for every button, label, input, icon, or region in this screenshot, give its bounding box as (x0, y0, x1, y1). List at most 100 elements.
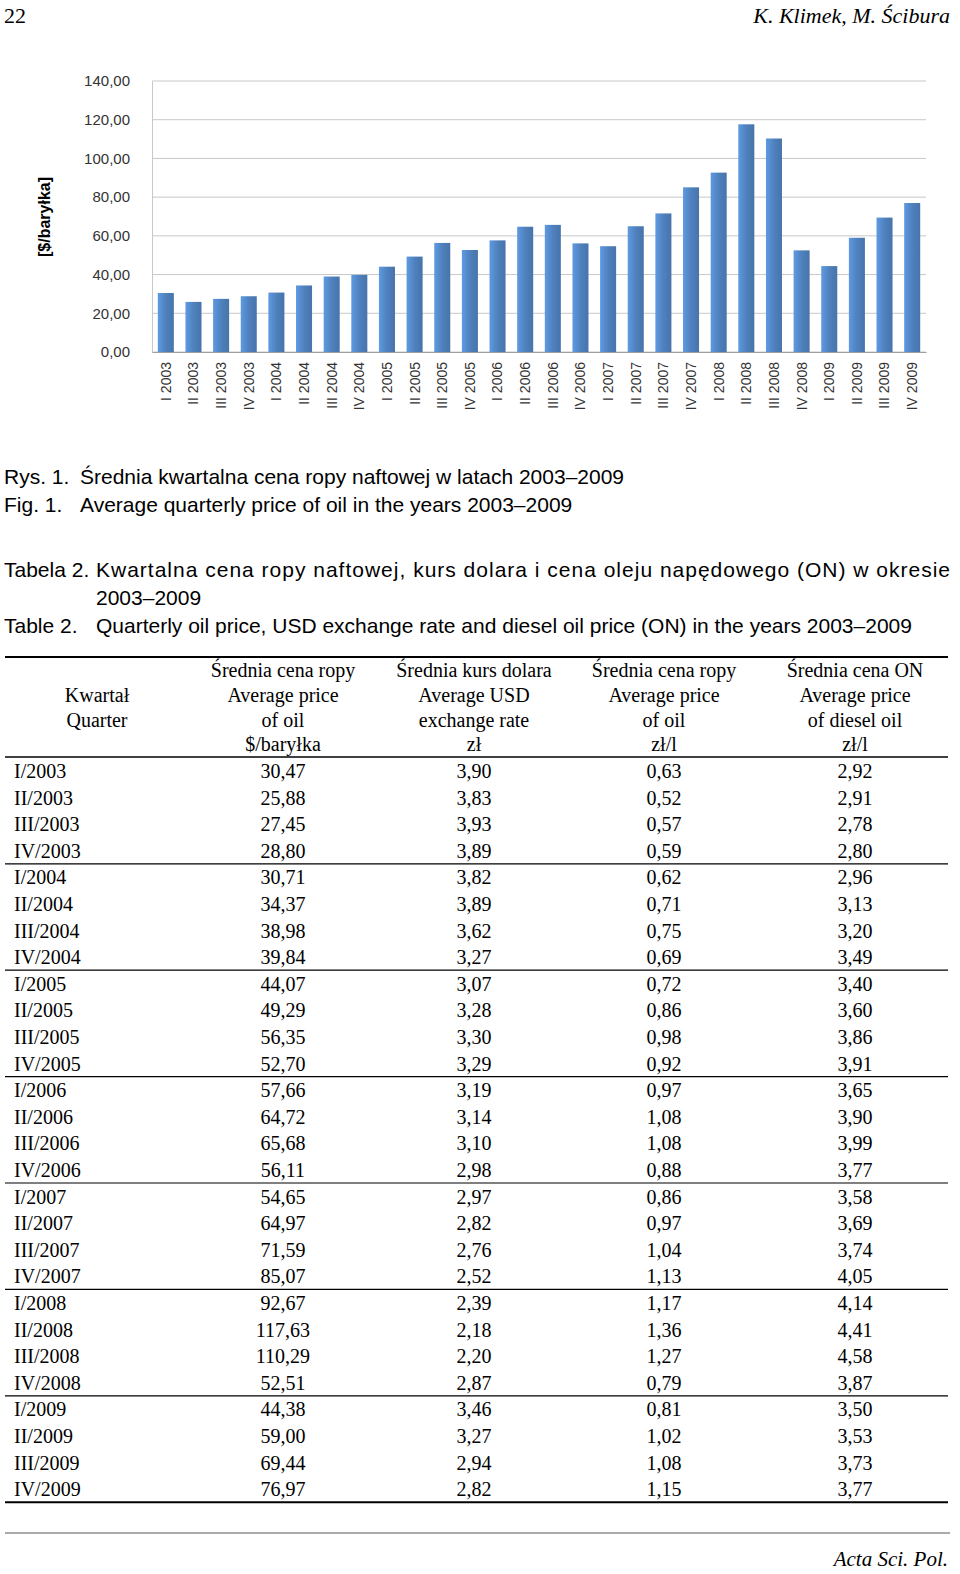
table-cell: 0,88 (647, 1159, 682, 1181)
table-cell: 110,29 (256, 1345, 310, 1367)
authors: K. Klimek, M. Ścibura (752, 3, 950, 28)
caption-text: Średnia kwartalna cena ropy naftowej w l… (80, 465, 624, 488)
x-tick-label: III 2009 (876, 362, 892, 409)
y-axis: 0,0020,0040,0060,0080,00100,00120,00140,… (84, 72, 152, 360)
table-cell: 3,07 (457, 973, 492, 995)
x-tick: II 2005 (407, 352, 423, 405)
y-tick: 0,00 (101, 343, 152, 360)
table-header: of diesel oil (808, 709, 903, 731)
table-cell: 2,96 (838, 866, 873, 888)
table-cell: 38,98 (261, 920, 306, 942)
table-cell: 3,87 (838, 1372, 873, 1394)
table-cell: 44,38 (261, 1398, 306, 1420)
table-cell: 1,08 (647, 1452, 682, 1474)
bar (434, 243, 450, 352)
caption-label: Rys. 1. (4, 465, 69, 488)
table-cell: 4,14 (838, 1292, 873, 1314)
table-cell: 3,62 (457, 920, 492, 942)
table-cell: 2,87 (457, 1372, 492, 1394)
table-header: Średnia cena ropy (211, 658, 355, 682)
x-tick-label: I 2007 (600, 362, 616, 401)
table-cell: 3,77 (838, 1159, 873, 1181)
table-cell: 65,68 (261, 1132, 306, 1154)
x-tick: III 2004 (324, 352, 340, 409)
table-cell: 1,08 (647, 1106, 682, 1128)
y-tick-label: 0,00 (101, 343, 130, 360)
table-cell: 3,19 (457, 1079, 492, 1101)
x-tick-label: IV 2008 (794, 362, 810, 410)
table-cell: 3,65 (838, 1079, 873, 1101)
table-cell: 3,46 (457, 1398, 492, 1420)
table-cell: 0,97 (647, 1079, 682, 1101)
table-caption-label: Tabela 2. (4, 558, 89, 581)
x-tick: II 2004 (296, 352, 312, 405)
x-tick: II 2003 (185, 352, 201, 405)
table-row-label: III/2008 (14, 1345, 80, 1367)
x-tick-label: II 2005 (407, 362, 423, 405)
table-cell: 0,57 (647, 813, 682, 835)
x-tick: I 2008 (711, 352, 727, 401)
bar (407, 257, 423, 352)
bar (849, 238, 865, 352)
bar (683, 187, 699, 352)
bar (766, 139, 782, 352)
table-cell: 34,37 (261, 893, 306, 915)
table-cell: 2,92 (838, 760, 873, 782)
bar (821, 266, 837, 352)
table-cell: 2,91 (838, 787, 873, 809)
bar (572, 243, 588, 352)
bar (655, 213, 671, 352)
table-row-label: II/2003 (14, 787, 73, 809)
table-header: Średnia kurs dolara (396, 658, 552, 681)
x-tick-label: I 2005 (379, 362, 395, 401)
table-header: of oil (643, 709, 686, 731)
table-bottom-rule (5, 1501, 948, 1503)
table-cell: 3,60 (838, 999, 873, 1021)
bar (877, 218, 893, 352)
x-tick-label: III 2005 (434, 362, 450, 409)
table-cell: 2,98 (457, 1159, 492, 1181)
x-tick: II 2009 (849, 352, 865, 405)
x-tick: III 2003 (213, 352, 229, 409)
y-tick-label: 140,00 (84, 72, 130, 89)
table-header: $/baryłka (245, 733, 321, 756)
table-cell: 30,47 (261, 760, 306, 782)
table-cell: 28,80 (261, 840, 306, 862)
x-tick: IV 2009 (904, 352, 920, 410)
table-group-rule (5, 970, 948, 971)
table-cell: 52,70 (261, 1053, 306, 1075)
table-cell: 2,82 (457, 1212, 492, 1234)
table-header: Średnia cena ropy (592, 658, 736, 682)
table-cell: 2,20 (457, 1345, 492, 1367)
bar (904, 203, 920, 352)
table-cell: 4,58 (838, 1345, 873, 1367)
table-header: Kwartał (65, 684, 130, 706)
y-tick: 40,00 (92, 266, 152, 283)
x-tick: IV 2004 (351, 352, 367, 410)
table-row-label: I/2005 (14, 973, 66, 995)
table-cell: 39,84 (261, 946, 306, 968)
x-tick: II 2008 (738, 352, 754, 405)
table-header-rule (5, 756, 948, 758)
x-tick-label: I 2006 (489, 362, 505, 401)
table-header: zł/l (842, 733, 868, 755)
table-cell: 0,63 (647, 760, 682, 782)
table-row-label: I/2006 (14, 1079, 66, 1101)
table-cell: 3,82 (457, 866, 492, 888)
table-cell: 3,90 (838, 1106, 873, 1128)
bar (158, 293, 174, 352)
x-tick-label: I 2009 (821, 362, 837, 401)
x-tick-label: II 2009 (849, 362, 865, 405)
y-tick: 100,00 (84, 150, 152, 167)
table-row-label: II/2008 (14, 1319, 73, 1341)
table-row-label: IV/2003 (14, 840, 81, 862)
table-row-label: IV/2008 (14, 1372, 81, 1394)
table-cell: 1,17 (647, 1292, 682, 1314)
table-header: Average price (799, 684, 910, 707)
table-header: Average USD (418, 684, 529, 707)
table-row-label: III/2006 (14, 1132, 80, 1154)
table-cell: 117,63 (256, 1319, 310, 1341)
table-group-rule (5, 1182, 948, 1183)
table-cell: 0,62 (647, 866, 682, 888)
x-tick: I 2006 (489, 352, 505, 401)
